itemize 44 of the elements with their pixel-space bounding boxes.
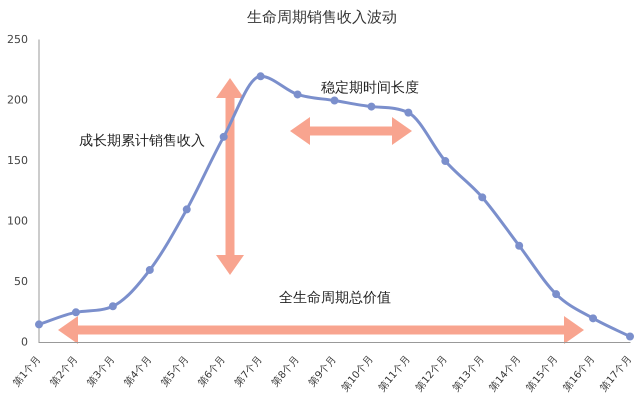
x-tick-label: 第14个月: [486, 353, 524, 394]
point: [404, 108, 412, 117]
point: [552, 290, 560, 298]
point: [515, 242, 524, 250]
point: [367, 102, 376, 111]
annotation: 稳定期时间长度: [321, 79, 419, 97]
point: [256, 72, 265, 80]
x-tick-label: 第16个月: [560, 353, 598, 394]
y-tick-label: 150: [6, 154, 28, 167]
x-tick-label: 第1个月: [10, 353, 44, 389]
x-tick-label: 第8个月: [269, 353, 302, 389]
point: [182, 205, 191, 214]
point: [589, 314, 598, 322]
point: [294, 90, 302, 98]
point: [108, 302, 117, 310]
point: [441, 157, 450, 166]
y-tick-label: 200: [6, 93, 28, 106]
annotation: 全生命周期总价值: [279, 289, 391, 307]
annotation: 成长期累计销售收入: [79, 132, 205, 150]
point: [72, 308, 80, 316]
chart-title: 生命周期销售收入波动: [246, 8, 398, 27]
point: [220, 132, 228, 141]
x-tick-label: 第4个月: [122, 353, 154, 389]
point: [146, 266, 154, 274]
x-tick-label: 第10个月: [339, 353, 376, 394]
point: [34, 320, 43, 328]
x-tick-label: 第11个月: [376, 353, 413, 394]
x-tick-label: 第6个月: [195, 353, 228, 389]
y-tick-label: 0: [20, 335, 28, 348]
x-tick-label: 第7个月: [232, 353, 265, 389]
y-tick-label: 250: [6, 32, 28, 46]
x-tick-label: 第5个月: [158, 353, 192, 389]
point: [330, 96, 338, 105]
y-tick-label: 50: [14, 274, 28, 288]
y-tick-label: 100: [6, 214, 28, 228]
x-tick-label: 第13个月: [450, 353, 487, 394]
point: [478, 193, 486, 202]
x-tick-label: 第15个月: [524, 353, 560, 394]
x-tick-label: 第3个月: [84, 353, 118, 389]
x-tick-label: 第12个月: [412, 353, 450, 394]
point: [626, 332, 634, 341]
x-tick-label: 第9个月: [306, 353, 339, 389]
x-tick-label: 第2个月: [48, 353, 80, 389]
x-tick-label: 第17个月: [598, 353, 634, 394]
